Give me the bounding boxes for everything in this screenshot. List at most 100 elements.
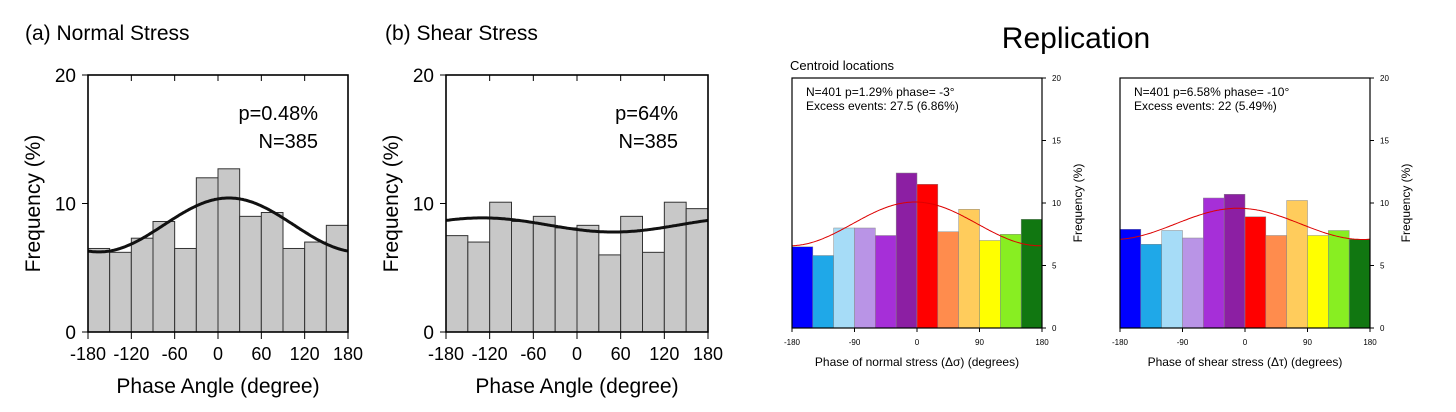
histogram-bar — [325, 224, 349, 333]
y-tick-label: 10 — [1052, 199, 1061, 208]
y-axis-label: Frequency (%) — [1071, 164, 1085, 243]
chart-title: (a) Normal Stress — [25, 22, 190, 45]
stats-annotation: N=401 p=6.58% phase= -10° — [1134, 85, 1289, 99]
y-tick-label: 5 — [1380, 262, 1385, 271]
histogram-bar — [663, 201, 687, 333]
histogram-bar — [445, 235, 469, 333]
y-tick-label: 0 — [423, 323, 434, 344]
stats-annotation: p=64% — [615, 103, 678, 125]
histogram-bar — [1161, 230, 1183, 329]
y-tick-label: 10 — [55, 195, 76, 216]
x-tick-label: 120 — [649, 344, 679, 364]
y-tick-label: 15 — [1380, 137, 1389, 146]
histogram-bar — [489, 201, 512, 333]
x-tick-label: -90 — [1177, 338, 1189, 347]
x-tick-label: 0 — [572, 344, 582, 364]
y-tick-label: 5 — [1052, 262, 1057, 271]
chart-shear-stress: (b) Shear Stress -180 -120 -60 0 60 120 180 0 10 2… — [380, 22, 723, 398]
histogram-bar — [554, 227, 578, 333]
x-tick-label: 180 — [693, 344, 723, 364]
histogram-bar — [916, 184, 939, 329]
histogram-bar — [1265, 235, 1287, 329]
y-tick-label: 0 — [1052, 324, 1057, 333]
histogram-bar — [598, 254, 622, 333]
stats-annotation: N=385 — [259, 131, 319, 153]
histogram-bar — [1119, 229, 1142, 329]
y-tick-label: 20 — [1052, 74, 1061, 83]
histogram-bar — [620, 215, 644, 333]
histogram-bar — [685, 208, 709, 333]
x-tick-label: 180 — [1035, 338, 1049, 347]
x-tick-label: -60 — [162, 344, 188, 364]
y-tick-label: 15 — [1052, 137, 1061, 146]
x-tick-label: -90 — [849, 338, 861, 347]
histogram-bar — [812, 255, 834, 329]
y-tick-label: 20 — [413, 66, 434, 87]
histogram-bar — [1307, 235, 1329, 329]
histogram-bar — [260, 211, 284, 333]
x-tick-label: 0 — [1243, 338, 1248, 347]
histogram-bar — [304, 241, 327, 333]
fitted-curve — [445, 216, 709, 234]
histogram-bar — [467, 241, 491, 333]
x-tick-label: 180 — [1363, 338, 1377, 347]
y-tick-label: 20 — [55, 66, 76, 87]
histogram-bar — [875, 235, 897, 329]
histogram-bar — [1328, 230, 1350, 329]
stats-annotation: p=0.48% — [238, 103, 318, 125]
histogram-bar — [1348, 239, 1371, 329]
histogram-bar — [511, 220, 534, 333]
x-tick-label: 90 — [975, 338, 984, 347]
histogram-bar — [87, 247, 111, 333]
histogram-bar — [833, 227, 855, 329]
x-tick-label: 0 — [213, 344, 223, 364]
histogram-bar — [854, 227, 876, 329]
fitted-curve — [1119, 207, 1370, 240]
x-tick-label: -180 — [70, 344, 106, 364]
replication-title: Replication — [1002, 22, 1150, 55]
histogram-bar — [282, 247, 306, 333]
histogram-bar — [1000, 234, 1022, 329]
histogram-bar — [217, 168, 241, 333]
x-tick-label: -120 — [472, 344, 508, 364]
x-tick-label: -180 — [784, 338, 801, 347]
histogram-bar — [1203, 197, 1225, 329]
histogram-bar — [239, 215, 262, 333]
histogram-bar — [1244, 216, 1267, 329]
x-tick-label: 60 — [611, 344, 631, 364]
fitted-curve — [792, 201, 1042, 247]
histogram-bar — [532, 215, 556, 333]
y-tick-label: 0 — [1380, 324, 1385, 333]
histogram-bar — [130, 237, 154, 333]
chart-replication-normal: Centroid locations-180 -90 0 90 18005101520P… — [784, 58, 1085, 369]
chart-title: Centroid locations — [790, 58, 895, 73]
y-axis-label: Frequency (%) — [380, 135, 403, 273]
x-tick-label: 0 — [915, 338, 920, 347]
y-tick-label: 10 — [1380, 199, 1389, 208]
x-tick-label: -180 — [428, 344, 464, 364]
y-tick-label: 0 — [65, 323, 76, 344]
stats-annotation: N=385 — [619, 131, 679, 153]
histogram-bar — [642, 251, 665, 333]
histogram-bar — [979, 240, 1001, 329]
stats-annotation: N=401 p=1.29% phase= -3° — [806, 85, 955, 99]
x-axis-label: Phase Angle (degree) — [475, 375, 678, 398]
histogram-bar — [576, 224, 600, 333]
y-axis-label: Frequency (%) — [22, 135, 45, 273]
x-tick-label: -120 — [113, 344, 149, 364]
x-tick-label: 90 — [1303, 338, 1312, 347]
y-axis-label: Frequency (%) — [1399, 164, 1413, 243]
histogram-bar — [895, 172, 918, 329]
histogram-bar — [1140, 244, 1162, 329]
x-tick-label: 180 — [333, 344, 363, 364]
x-tick-label: -180 — [1112, 338, 1129, 347]
histogram-bar — [109, 251, 132, 333]
x-tick-label: 60 — [251, 344, 271, 364]
histogram-bar — [174, 247, 197, 333]
x-tick-label: 120 — [290, 344, 320, 364]
y-tick-label: 20 — [1380, 74, 1389, 83]
histogram-bar — [1223, 194, 1246, 329]
histogram-bar — [958, 209, 980, 329]
